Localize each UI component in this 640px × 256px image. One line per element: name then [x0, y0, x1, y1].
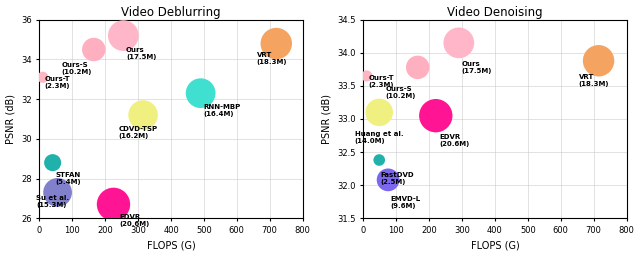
Text: Ours-T
(2.3M): Ours-T (2.3M): [369, 75, 394, 88]
Text: FastDVD
(2.5M): FastDVD (2.5M): [381, 172, 415, 185]
Point: [431, 114, 441, 118]
Point: [454, 41, 464, 45]
Text: Ours-S
(10.2M): Ours-S (10.2M): [386, 86, 416, 99]
Point: [88, 47, 99, 51]
Text: STFAN
(5.4M): STFAN (5.4M): [55, 172, 81, 185]
Text: Huang et al.
(14.0M): Huang et al. (14.0M): [355, 131, 403, 144]
Point: [374, 110, 385, 114]
Point: [593, 59, 604, 63]
Text: Ours
(17.5M): Ours (17.5M): [126, 47, 156, 60]
Text: VRT
(18.3M): VRT (18.3M): [257, 52, 287, 66]
Text: EMVD-L
(9.6M): EMVD-L (9.6M): [391, 196, 421, 209]
Text: EDVR
(20.6M): EDVR (20.6M): [120, 214, 150, 227]
Point: [118, 34, 129, 38]
Point: [47, 161, 58, 165]
Text: Ours-S
(10.2M): Ours-S (10.2M): [61, 62, 92, 76]
Text: VRT
(18.3M): VRT (18.3M): [579, 74, 609, 87]
Text: EDVR
(20.6M): EDVR (20.6M): [440, 134, 470, 147]
Text: CDVD-TSP
(16.2M): CDVD-TSP (16.2M): [118, 126, 157, 139]
Text: Ours-T
(2.3M): Ours-T (2.3M): [44, 76, 70, 89]
Title: Video Denoising: Video Denoising: [447, 6, 543, 18]
Point: [108, 202, 118, 206]
X-axis label: FLOPS (G): FLOPS (G): [470, 240, 519, 250]
Text: RNN-MBP
(16.4M): RNN-MBP (16.4M): [204, 104, 241, 117]
Title: Video Deblurring: Video Deblurring: [121, 6, 221, 18]
Point: [362, 74, 372, 78]
Point: [271, 41, 282, 46]
Y-axis label: PSNR (dB): PSNR (dB): [6, 94, 15, 144]
Point: [138, 113, 148, 117]
Y-axis label: PSNR (dB): PSNR (dB): [322, 94, 332, 144]
X-axis label: FLOPS (G): FLOPS (G): [147, 240, 195, 250]
Point: [383, 178, 393, 182]
Point: [195, 91, 205, 95]
Point: [38, 75, 48, 79]
Text: Su et al.
(15.3M): Su et al. (15.3M): [36, 195, 69, 208]
Point: [413, 65, 423, 69]
Text: Ours
(17.5M): Ours (17.5M): [461, 61, 492, 74]
Point: [374, 158, 385, 162]
Point: [52, 190, 63, 195]
